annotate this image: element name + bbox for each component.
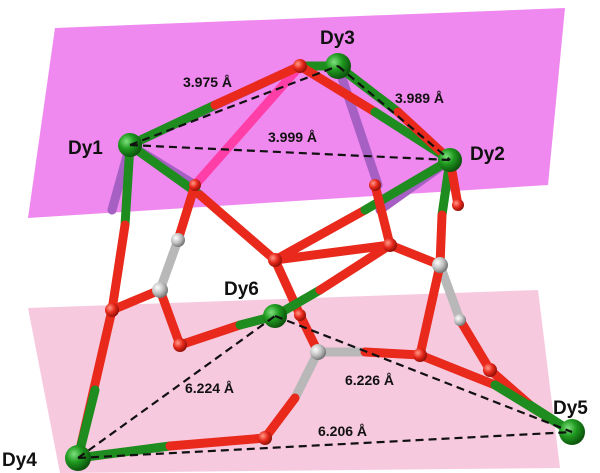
label-dy5: Dy5 — [553, 398, 588, 419]
distance-dy1-dy2: 3.999 Å — [268, 129, 317, 145]
distance-dy4-dy6: 6.224 Å — [185, 380, 234, 396]
upper-plane — [28, 8, 565, 218]
distance-dy4-dy5: 6.206 Å — [318, 423, 367, 439]
label-dy3: Dy3 — [320, 28, 355, 49]
oxygen-atoms — [105, 59, 497, 445]
distance-dy2-dy3: 3.989 Å — [395, 90, 444, 106]
label-dy1: Dy1 — [68, 138, 103, 159]
distance-dy1-dy3: 3.975 Å — [183, 74, 232, 90]
distance-lines — [77, 64, 573, 460]
label-dy2: Dy2 — [470, 144, 505, 165]
carbon-atoms — [152, 233, 466, 360]
distance-dy5-dy6: 6.226 Å — [345, 372, 394, 388]
label-dy6: Dy6 — [224, 279, 259, 300]
label-dy4: Dy4 — [2, 450, 37, 471]
